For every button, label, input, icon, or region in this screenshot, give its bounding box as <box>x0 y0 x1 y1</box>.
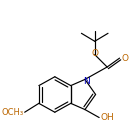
Text: O: O <box>121 54 128 63</box>
Text: O: O <box>91 49 98 58</box>
Text: N: N <box>83 77 90 86</box>
Text: OCH₃: OCH₃ <box>2 108 24 117</box>
Text: OH: OH <box>100 113 114 122</box>
